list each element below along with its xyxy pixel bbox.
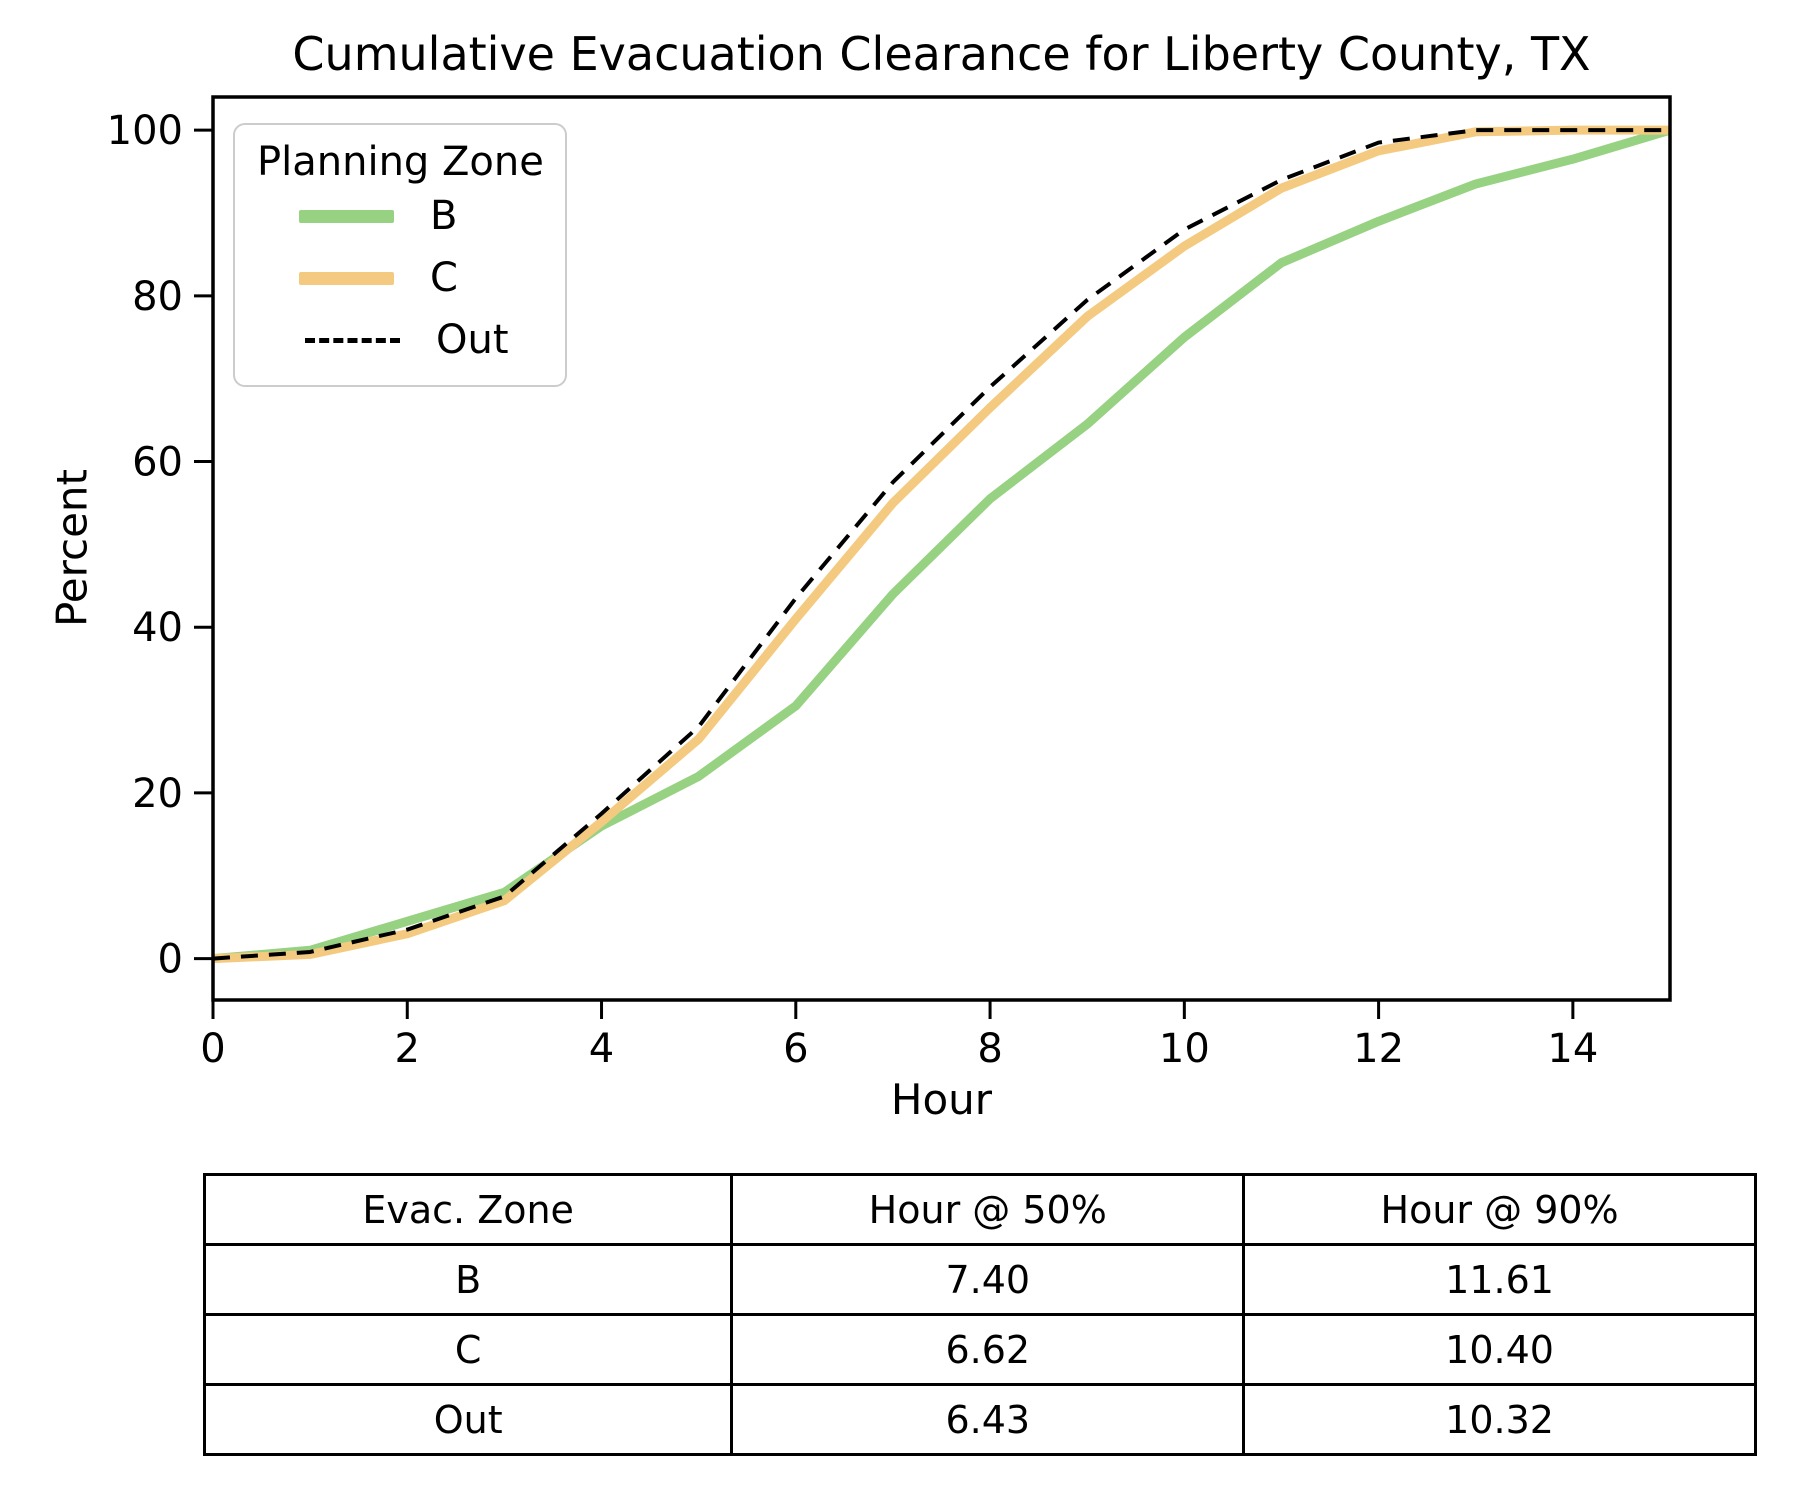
y-axis-tick-label: 20 bbox=[132, 771, 183, 817]
y-axis-tick-label: 80 bbox=[132, 274, 183, 320]
y-axis-tick-label: 100 bbox=[107, 108, 183, 154]
table-cell-h50: 6.62 bbox=[730, 1313, 1246, 1386]
legend-entry-c: C bbox=[299, 247, 565, 309]
table-cell-h50: 7.40 bbox=[730, 1243, 1246, 1316]
legend-line-swatch-c bbox=[299, 271, 394, 285]
table-cell-zone: Out bbox=[202, 1383, 734, 1456]
table-header-h90: Hour @ 90% bbox=[1242, 1173, 1757, 1246]
y-axis-tick-label: 0 bbox=[158, 937, 183, 983]
table-header-zone: Evac. Zone bbox=[202, 1173, 734, 1246]
legend-label-out: Out bbox=[436, 317, 509, 363]
x-axis-tick-label: 12 bbox=[1353, 1026, 1404, 1072]
table-cell-zone: C bbox=[202, 1313, 734, 1386]
chart-title: Cumulative Evacuation Clearance for Libe… bbox=[292, 27, 1591, 81]
x-axis-tick-label: 10 bbox=[1159, 1026, 1210, 1072]
table-row-c: C 6.62 10.40 bbox=[202, 1313, 1757, 1386]
legend: Planning Zone B C Out bbox=[233, 123, 567, 387]
legend-line-swatch-b bbox=[299, 209, 394, 223]
table-cell-h50: 6.43 bbox=[730, 1383, 1246, 1456]
table-cell-h90: 11.61 bbox=[1242, 1243, 1757, 1316]
axes-spines bbox=[211, 95, 1672, 1002]
legend-title: Planning Zone bbox=[257, 139, 544, 185]
table-row-b: B 7.40 11.61 bbox=[202, 1243, 1757, 1316]
x-axis-label: Hour bbox=[890, 1075, 993, 1124]
x-axis-tick-label: 6 bbox=[783, 1026, 808, 1072]
table-row-out: Out 6.43 10.32 bbox=[202, 1383, 1757, 1456]
table-cell-h90: 10.40 bbox=[1242, 1313, 1757, 1386]
legend-entry-b: B bbox=[299, 185, 565, 247]
legend-entry-out: Out bbox=[299, 309, 565, 371]
table-header-row: Evac. Zone Hour @ 50% Hour @ 90% bbox=[202, 1173, 1757, 1246]
x-axis-tick-label: 14 bbox=[1547, 1026, 1598, 1072]
x-axis-tick-label: 0 bbox=[200, 1026, 225, 1072]
legend-line-swatch-out bbox=[305, 337, 400, 343]
series-line-b bbox=[212, 125, 1672, 964]
table-cell-zone: B bbox=[202, 1243, 734, 1316]
legend-label-b: B bbox=[430, 193, 458, 239]
legend-label-c: C bbox=[430, 255, 458, 301]
y-axis-tick-label: 60 bbox=[132, 440, 183, 486]
table-cell-h90: 10.32 bbox=[1242, 1383, 1757, 1456]
clearance-time-table: Evac. Zone Hour @ 50% Hour @ 90% B 7.40 … bbox=[202, 1173, 1757, 1456]
series-line-out bbox=[212, 128, 1670, 961]
table-header-h50: Hour @ 50% bbox=[730, 1173, 1246, 1246]
x-axis-tick-label: 4 bbox=[589, 1026, 614, 1072]
y-axis-tick-label: 40 bbox=[132, 605, 183, 651]
x-axis-tick-label: 2 bbox=[395, 1026, 420, 1072]
x-axis-tick-label: 8 bbox=[977, 1026, 1002, 1072]
y-axis-label: Percent bbox=[47, 468, 97, 628]
series-line-c bbox=[212, 125, 1670, 964]
